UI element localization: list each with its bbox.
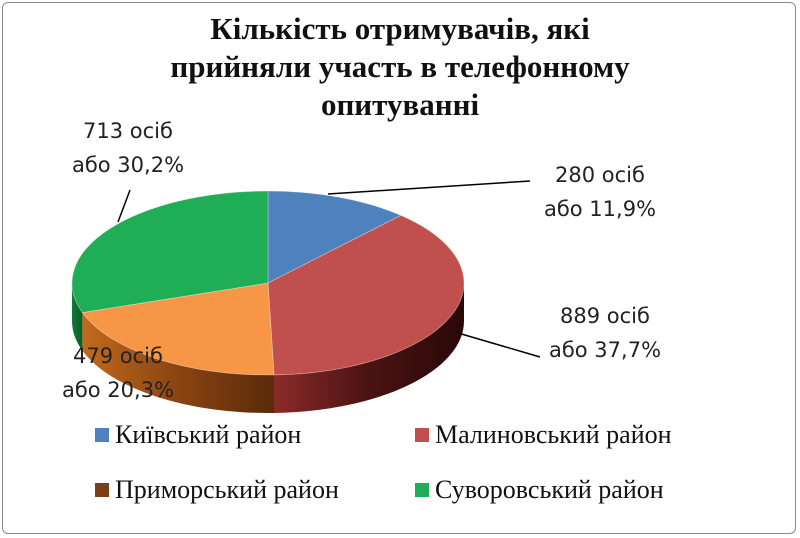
leader-line-kyivskyi xyxy=(327,180,531,195)
data-label-prymorskyi-percent: або 20,3% xyxy=(62,378,174,402)
pie-slice-kyivskyi xyxy=(267,190,402,284)
data-label-malynovskyi-percent: або 37,7% xyxy=(549,338,661,362)
leader-line-malynovskyi xyxy=(457,332,541,358)
chart-title: Кількість отримувачів, які прийняли учас… xyxy=(130,10,670,124)
chart-title-line-1: Кількість отримувачів, які xyxy=(210,11,590,46)
chart-title-line-2: прийняли участь в телефонному xyxy=(170,49,630,84)
data-label-malynovskyi-count: 889 осіб xyxy=(560,304,650,328)
pie-slice-prymorskyi xyxy=(81,282,275,376)
data-label-suvorovskyi-percent: або 30,2% xyxy=(72,153,184,177)
pie-slice-suvorovskyi xyxy=(71,190,269,313)
leader-line-suvorovskyi xyxy=(117,189,131,223)
chart-title-line-3: опитуванні xyxy=(320,87,480,122)
pie-slice-malynovskyi xyxy=(267,214,465,376)
data-label-suvorovskyi-count: 713 осіб xyxy=(83,119,173,143)
data-label-prymorskyi-count: 479 осіб xyxy=(73,344,163,368)
pie-side-suvorovskyi xyxy=(72,283,83,351)
pie-side-malynovskyi xyxy=(273,283,464,413)
data-label-kyivskyi-percent: або 11,9% xyxy=(544,197,656,221)
pie-side-prymorskyi xyxy=(82,312,274,413)
data-label-kyivskyi-count: 280 осіб xyxy=(555,163,645,187)
